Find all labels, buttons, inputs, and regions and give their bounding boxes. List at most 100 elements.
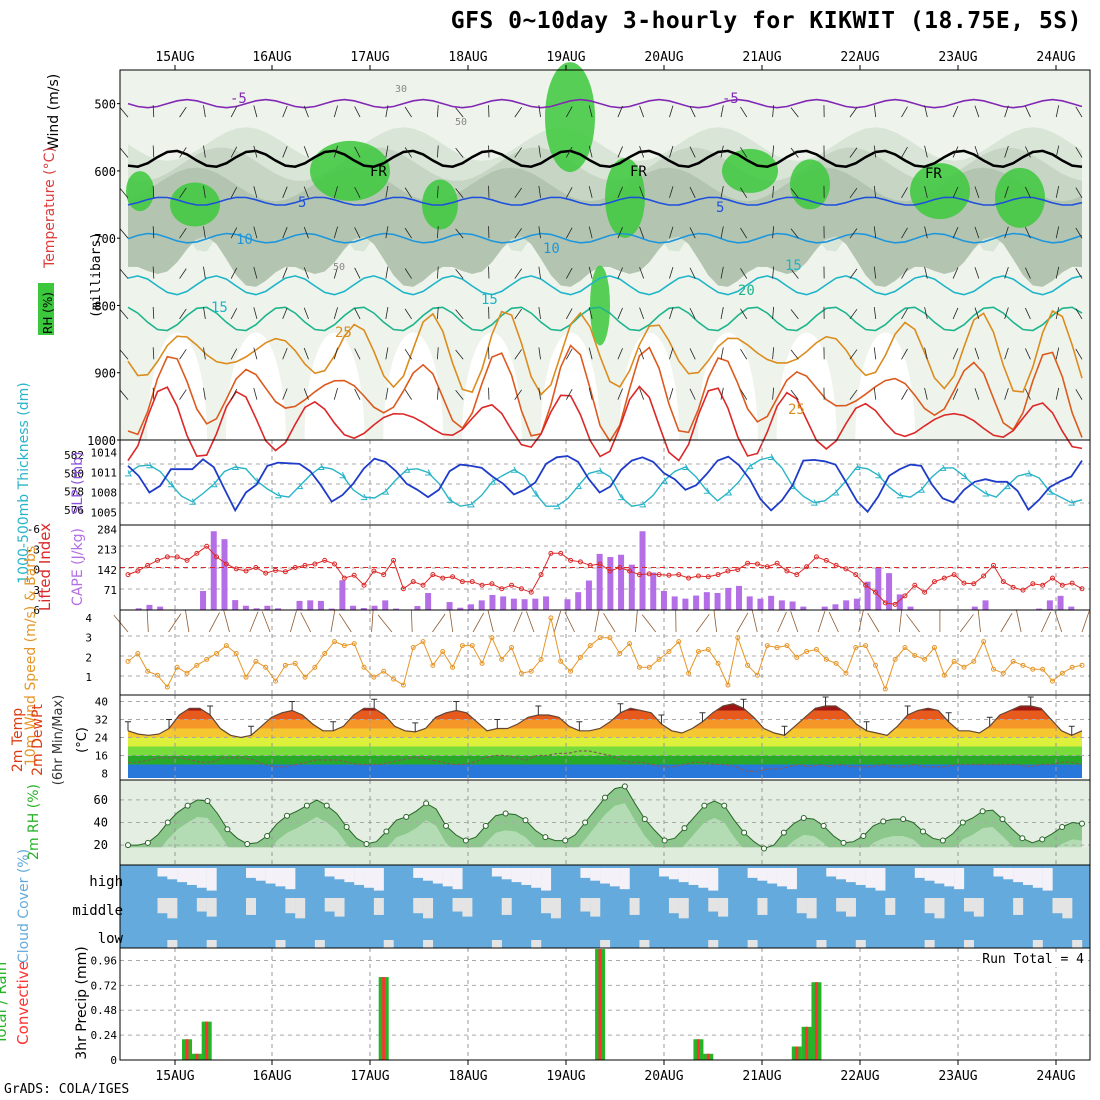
wind-barb-r1-34 xyxy=(1004,145,1009,158)
wind-barb-r2-26 xyxy=(790,188,799,199)
wind-speed-marker-26 xyxy=(381,668,387,674)
rh-marker-90 xyxy=(1019,835,1026,842)
wind-barb-r0-12 xyxy=(437,105,439,118)
li-marker-74 xyxy=(853,572,859,578)
dewpoint-line xyxy=(128,750,1083,772)
wind-barb-r6-30 xyxy=(901,348,908,360)
thickness-marker-18 xyxy=(317,463,325,470)
wind-barb-r5-26 xyxy=(790,309,799,320)
thickness-marker-2 xyxy=(146,461,154,469)
isotherm-label-1: -5 xyxy=(722,91,739,107)
isotherm-label-12: 20 xyxy=(738,283,755,299)
date-label-top-5: 20AUG xyxy=(644,50,683,65)
li-marker-8 xyxy=(204,543,210,549)
wind-speed-marker-72 xyxy=(833,660,839,666)
wind-barb-r2-24 xyxy=(740,187,748,199)
wind-barb-r1-28 xyxy=(849,147,858,158)
li-marker-19 xyxy=(312,561,318,567)
wind-barb-r0-36 xyxy=(1055,105,1060,118)
li-marker-23 xyxy=(351,572,357,578)
wind-barb-r1-17 xyxy=(565,146,573,158)
wind-barb-r5-20 xyxy=(639,307,645,320)
wind-speed-marker-30 xyxy=(420,639,426,645)
precip-tick-1: 0.24 xyxy=(91,1029,118,1042)
wind-barb-r2-36 xyxy=(1055,185,1060,198)
li-marker-80 xyxy=(912,582,918,588)
rh-marker-52 xyxy=(641,816,648,823)
wind-barb-r3-28 xyxy=(849,228,858,239)
thickness-marker-70 xyxy=(875,471,883,479)
wind-barb-r6-37 xyxy=(1075,348,1083,360)
wind-barb-r3-3 xyxy=(203,226,206,239)
wind-barb-r7-15 xyxy=(514,389,522,400)
axis-label-slp: SLP (mb) xyxy=(70,451,86,514)
cape-bar-67 xyxy=(843,600,850,610)
surface-barb-22 xyxy=(564,612,575,633)
surface-barb-39 xyxy=(906,614,920,633)
cape-bar-85 xyxy=(1036,608,1043,610)
li-marker-72 xyxy=(833,562,839,568)
wind-barb-r2-30 xyxy=(901,187,908,199)
wind-barb-r0-34 xyxy=(1004,105,1009,118)
li-marker-95 xyxy=(1059,582,1065,588)
cloud-low-59 xyxy=(708,940,719,948)
wind-barb-r7-17 xyxy=(565,388,573,400)
cloud-high-39 xyxy=(511,868,522,883)
wind-speed-marker-70 xyxy=(813,647,819,653)
wind-barb-r6-9 xyxy=(354,348,361,360)
thickness-marker-12 xyxy=(253,477,261,484)
wind-barb-r7-16 xyxy=(538,387,541,400)
cape-bar-22 xyxy=(360,608,367,610)
li-marker-67 xyxy=(784,568,790,574)
rh-marker-6 xyxy=(184,802,191,809)
cape-bar-1 xyxy=(135,608,142,610)
precip-tick-4: 0.96 xyxy=(91,954,118,967)
thickness-marker-22 xyxy=(360,493,368,501)
li-marker-79 xyxy=(902,593,908,599)
wind-speed-marker-69 xyxy=(804,649,810,654)
cloud-high-32 xyxy=(442,868,453,887)
wind-barb-r2-29 xyxy=(873,185,877,198)
rh-marker-30 xyxy=(423,800,430,807)
wind-speed-marker-43 xyxy=(548,615,554,621)
surface-barb-15 xyxy=(432,613,446,633)
cape-bar-63 xyxy=(800,606,807,610)
surface-barb-20 xyxy=(526,611,535,633)
rh-moist-patch-7 xyxy=(790,159,830,210)
li-marker-20 xyxy=(322,557,328,563)
date-label-top-7: 22AUG xyxy=(840,50,879,65)
surface-lobe-0 xyxy=(147,332,208,440)
thickness-marker-0 xyxy=(125,470,132,477)
li-marker-88 xyxy=(990,562,996,568)
wind-barb-r0-32 xyxy=(952,105,959,118)
axis-label-2m-rh: 2m RH (%) xyxy=(26,784,42,860)
cloud-high-31 xyxy=(432,868,443,884)
wind-speed-marker-0 xyxy=(125,658,131,664)
rh-marker-38 xyxy=(502,810,509,817)
cape-bar-3 xyxy=(157,606,164,610)
cloud-low-85 xyxy=(963,940,974,948)
wind-tick-3: 4 xyxy=(85,612,92,625)
surface-barb-32 xyxy=(777,611,787,633)
surface-barb-44 xyxy=(1016,610,1022,633)
cape-bar-87 xyxy=(1057,595,1064,610)
isotherm-1 xyxy=(127,149,1083,168)
li-marker-27 xyxy=(391,557,397,563)
li-marker-87 xyxy=(981,573,987,579)
cloud-row-label-0: high xyxy=(89,874,123,890)
wind-speed-marker-41 xyxy=(528,668,534,674)
wind-barb-r5-28 xyxy=(849,308,858,320)
wind-barb-r2-5 xyxy=(253,186,258,198)
wind-barb-r0-21 xyxy=(669,105,674,118)
wind-barb-r2-37 xyxy=(1075,187,1083,199)
wind-barb-r3-25 xyxy=(772,226,775,239)
isotherm-7 xyxy=(127,344,1083,443)
wind-barb-r0-28 xyxy=(849,107,858,118)
slp-line xyxy=(127,455,1083,514)
cloud-mid-30 xyxy=(423,898,434,919)
wind-barb-r1-18 xyxy=(588,145,593,158)
wind-speed-marker-36 xyxy=(479,660,485,666)
cloud-high-63 xyxy=(747,868,758,878)
wind-barb-r4-20 xyxy=(639,267,645,279)
cape-bar-41 xyxy=(564,599,571,610)
